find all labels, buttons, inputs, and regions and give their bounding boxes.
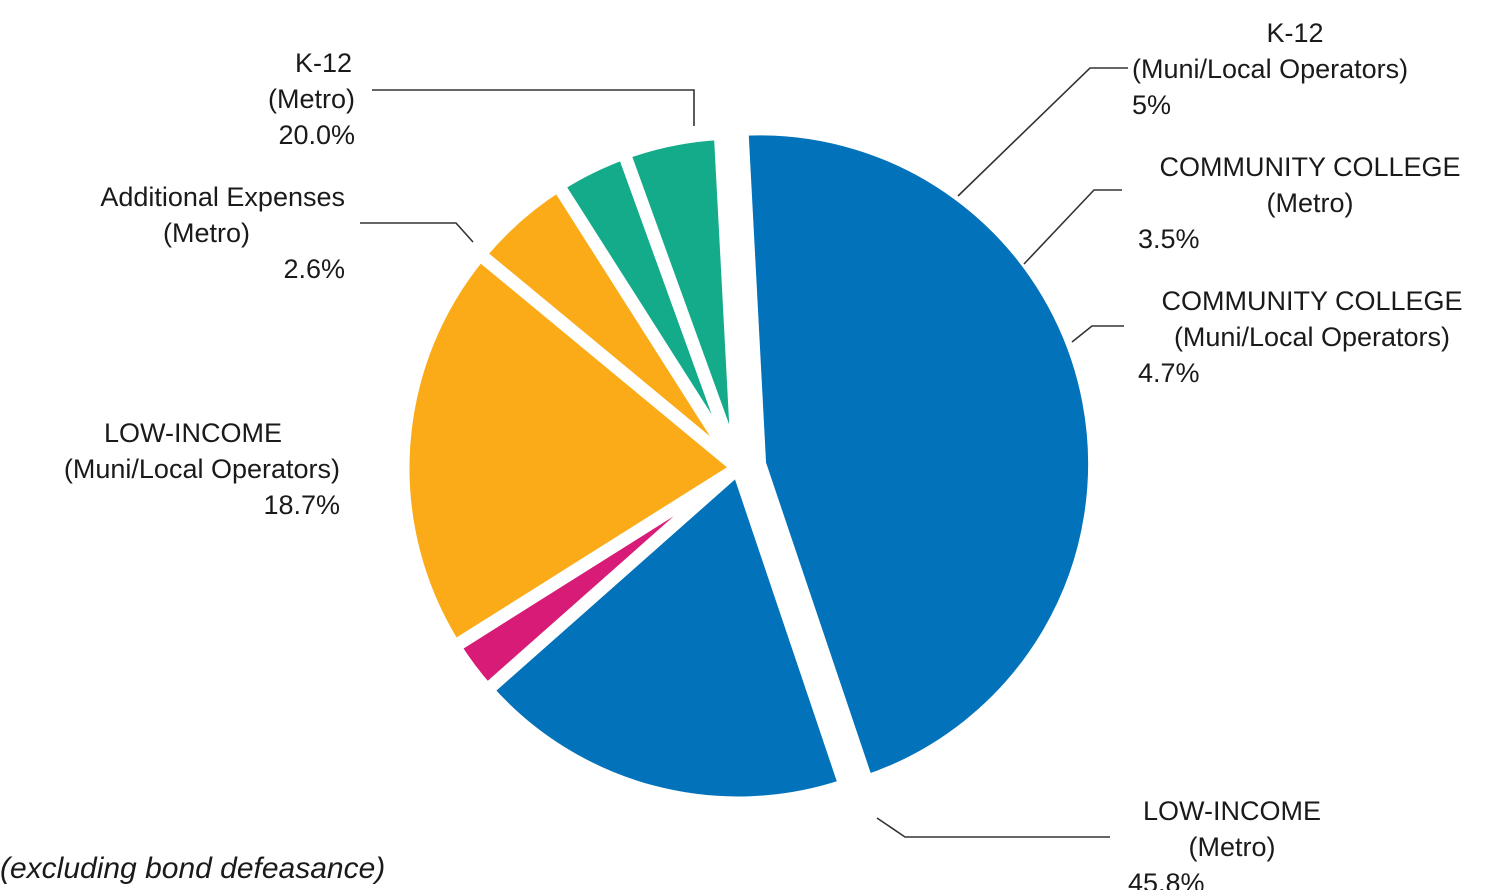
slice-category-label: (Muni/Local Operators) <box>64 454 340 484</box>
slice-category-label: (Metro) <box>268 84 355 114</box>
pie-slice-4 <box>735 122 1102 788</box>
slice-category-label: LOW-INCOME <box>104 418 282 448</box>
pie-slices <box>396 122 1102 810</box>
leader-line <box>372 89 695 126</box>
slice-category-label: (Metro) <box>163 218 250 248</box>
slice-value-label: 3.5% <box>1138 224 1200 254</box>
slice-category-label: (Muni/Local Operators) <box>1174 322 1450 352</box>
slice-value-label: 2.6% <box>283 254 345 284</box>
pie-slice-7 <box>396 247 745 653</box>
leader-line <box>957 67 1128 197</box>
slice-category-label: COMMUNITY COLLEGE <box>1159 152 1460 182</box>
leader-line <box>1023 189 1122 265</box>
slice-category-label: LOW-INCOME <box>1143 796 1321 826</box>
slice-value-label: 4.7% <box>1138 358 1200 388</box>
leader-line <box>876 817 1110 838</box>
leader-line <box>360 222 474 243</box>
slice-value-label: 20.0% <box>278 120 355 150</box>
slice-value-label: 5% <box>1132 90 1171 120</box>
slice-value-label: 18.7% <box>263 490 340 520</box>
slice-category-label: COMMUNITY COLLEGE <box>1161 286 1462 316</box>
slice-category-label: K-12 <box>295 48 352 78</box>
leader-lines <box>360 67 1128 838</box>
pie-slice-3 <box>617 126 745 475</box>
slice-category-label: (Metro) <box>1189 832 1276 862</box>
slice-category-label: (Muni/Local Operators) <box>1132 54 1408 84</box>
slice-labels: K-12 (Muni/Local Operators) 5% COMMUNITY CO… <box>64 18 1463 890</box>
chart-footnote: (excluding bond defeasance) <box>0 852 386 885</box>
slice-category-label: (Metro) <box>1267 188 1354 218</box>
leader-line <box>1071 325 1124 343</box>
slice-value-label: 45.8% <box>1128 868 1205 890</box>
slice-category-label: Additional Expenses <box>100 182 345 212</box>
pie-slice-5 <box>480 461 852 810</box>
slice-category-label: K-12 <box>1266 18 1323 48</box>
